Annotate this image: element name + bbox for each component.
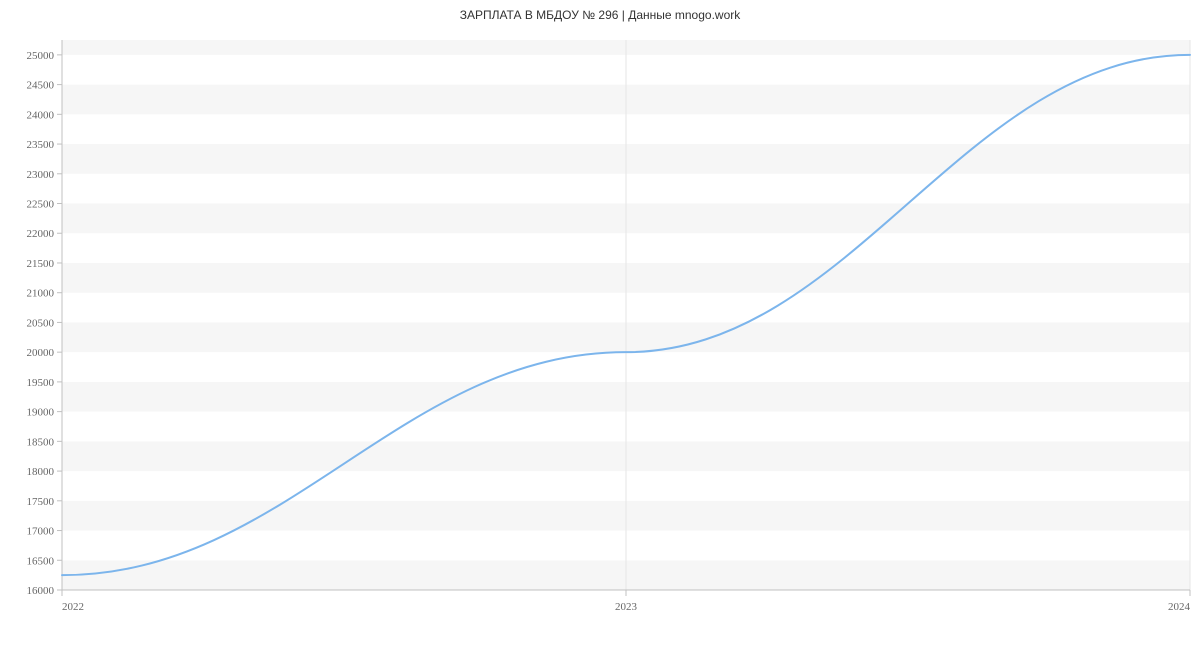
svg-text:25000: 25000 <box>27 50 55 62</box>
salary-chart: ЗАРПЛАТА В МБДОУ № 296 | Данные mnogo.wo… <box>0 0 1200 650</box>
svg-text:16000: 16000 <box>27 585 55 597</box>
svg-text:22500: 22500 <box>27 199 55 211</box>
svg-text:18500: 18500 <box>27 436 55 448</box>
svg-text:2022: 2022 <box>62 601 84 613</box>
svg-text:22000: 22000 <box>27 228 55 240</box>
svg-text:19500: 19500 <box>27 377 55 389</box>
svg-text:24000: 24000 <box>27 109 55 121</box>
svg-text:17000: 17000 <box>27 526 55 538</box>
svg-text:20000: 20000 <box>27 347 55 359</box>
svg-text:21000: 21000 <box>27 288 55 300</box>
svg-text:2023: 2023 <box>615 601 638 613</box>
svg-text:24500: 24500 <box>27 80 55 92</box>
svg-text:20500: 20500 <box>27 317 55 329</box>
chart-svg: 16000 16500 17000 17500 18000 18500 19000 19500… <box>0 0 1200 650</box>
svg-text:21500: 21500 <box>27 258 55 270</box>
svg-text:23500: 23500 <box>27 139 55 151</box>
svg-text:18000: 18000 <box>27 466 55 478</box>
svg-text:23000: 23000 <box>27 169 55 181</box>
svg-text:19000: 19000 <box>27 407 55 419</box>
svg-text:16500: 16500 <box>27 555 55 567</box>
chart-title: ЗАРПЛАТА В МБДОУ № 296 | Данные mnogo.wo… <box>0 8 1200 22</box>
svg-text:17500: 17500 <box>27 496 55 508</box>
svg-text:2024: 2024 <box>1168 601 1191 613</box>
